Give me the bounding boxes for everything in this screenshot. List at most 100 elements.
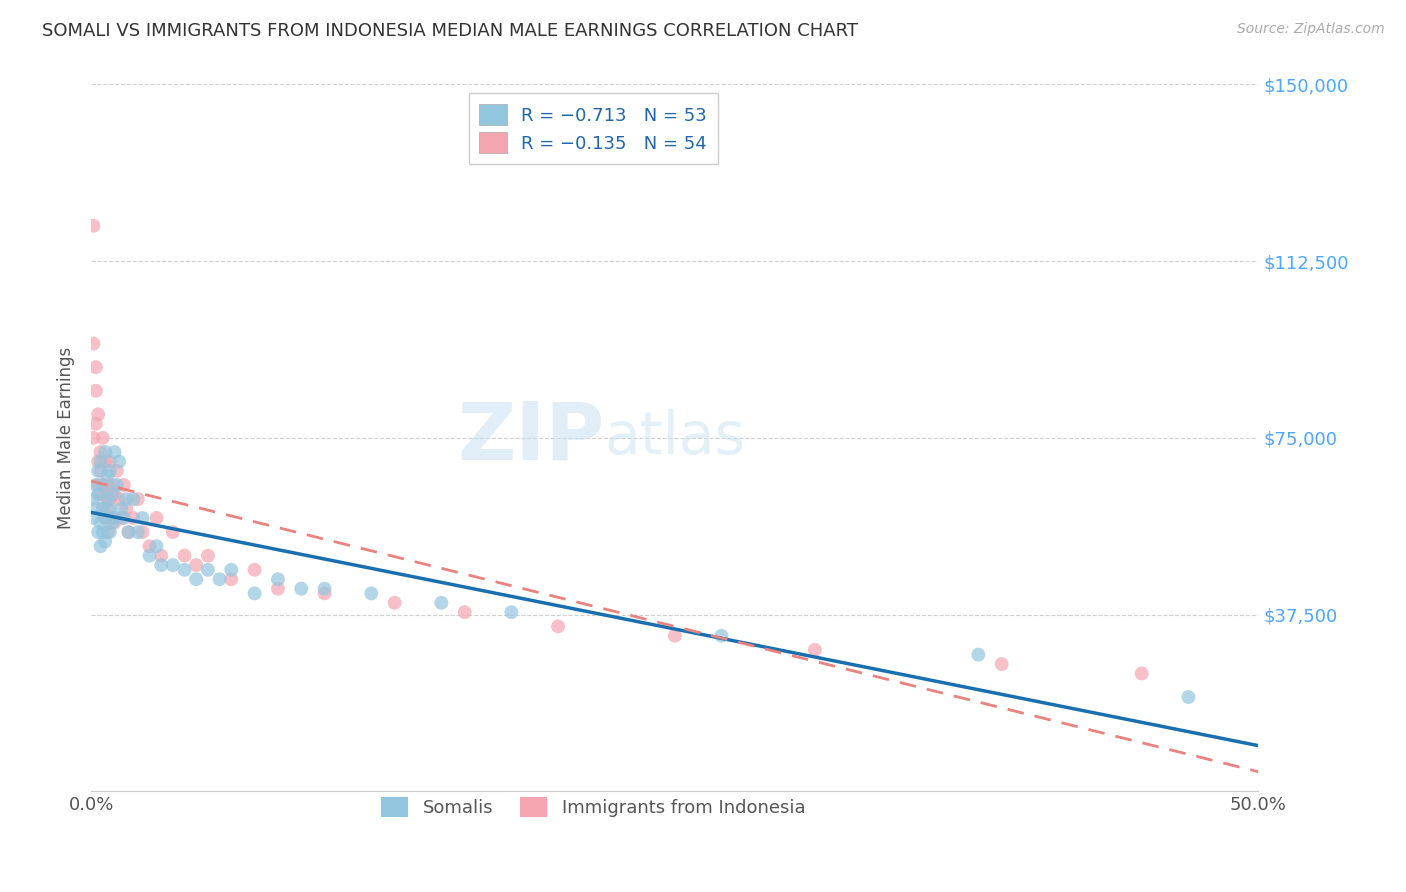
Point xyxy=(98,525,121,540)
Point xyxy=(87,487,110,501)
Point xyxy=(990,657,1012,671)
Point xyxy=(94,454,117,468)
Point xyxy=(138,549,160,563)
Point xyxy=(98,492,121,507)
Point xyxy=(186,558,208,573)
Point xyxy=(197,549,219,563)
Point xyxy=(110,501,132,516)
Point xyxy=(108,492,131,507)
Text: SOMALI VS IMMIGRANTS FROM INDONESIA MEDIAN MALE EARNINGS CORRELATION CHART: SOMALI VS IMMIGRANTS FROM INDONESIA MEDI… xyxy=(42,22,858,40)
Point xyxy=(314,586,336,600)
Point xyxy=(267,572,290,586)
Point xyxy=(804,643,827,657)
Point xyxy=(162,525,184,540)
Point xyxy=(173,549,195,563)
Point xyxy=(84,417,107,431)
Point xyxy=(150,558,173,573)
Text: Source: ZipAtlas.com: Source: ZipAtlas.com xyxy=(1237,22,1385,37)
Point xyxy=(87,478,110,492)
Point xyxy=(91,525,114,540)
Point xyxy=(243,586,266,600)
Point xyxy=(112,511,135,525)
Point xyxy=(87,454,110,468)
Point xyxy=(96,492,118,507)
Point xyxy=(150,549,173,563)
Point xyxy=(197,563,219,577)
Point xyxy=(82,511,104,525)
Point xyxy=(127,525,149,540)
Point xyxy=(89,464,111,478)
Point xyxy=(664,629,686,643)
Point xyxy=(87,407,110,421)
Point xyxy=(186,572,208,586)
Point xyxy=(96,525,118,540)
Y-axis label: Median Male Earnings: Median Male Earnings xyxy=(58,347,75,529)
Point xyxy=(89,454,111,468)
Point xyxy=(117,525,139,540)
Point xyxy=(208,572,231,586)
Point xyxy=(91,431,114,445)
Point xyxy=(98,501,121,516)
Point xyxy=(710,629,733,643)
Point xyxy=(131,511,153,525)
Point xyxy=(101,516,124,530)
Point xyxy=(501,605,523,619)
Point xyxy=(145,511,167,525)
Legend: Somalis, Immigrants from Indonesia: Somalis, Immigrants from Indonesia xyxy=(374,789,813,825)
Point xyxy=(94,445,117,459)
Point xyxy=(314,582,336,596)
Point xyxy=(103,487,125,501)
Point xyxy=(105,478,128,492)
Point xyxy=(547,619,569,633)
Point xyxy=(138,539,160,553)
Point xyxy=(967,648,990,662)
Point xyxy=(219,572,242,586)
Point xyxy=(98,464,121,478)
Point xyxy=(89,487,111,501)
Point xyxy=(94,487,117,501)
Point xyxy=(101,511,124,525)
Point xyxy=(103,445,125,459)
Point xyxy=(96,501,118,516)
Text: atlas: atlas xyxy=(605,409,745,467)
Point xyxy=(84,384,107,398)
Point xyxy=(84,478,107,492)
Point xyxy=(91,478,114,492)
Text: ZIP: ZIP xyxy=(457,399,605,477)
Point xyxy=(84,501,107,516)
Point xyxy=(384,596,406,610)
Point xyxy=(101,478,124,492)
Point xyxy=(101,487,124,501)
Point xyxy=(127,492,149,507)
Point xyxy=(89,445,111,459)
Point xyxy=(122,492,145,507)
Point xyxy=(84,360,107,375)
Point xyxy=(94,534,117,549)
Point xyxy=(430,596,453,610)
Point xyxy=(82,431,104,445)
Point xyxy=(96,478,118,492)
Point xyxy=(131,525,153,540)
Point xyxy=(91,478,114,492)
Point xyxy=(103,516,125,530)
Point xyxy=(219,563,242,577)
Point xyxy=(115,501,138,516)
Point xyxy=(1177,690,1199,704)
Point xyxy=(89,516,111,530)
Point xyxy=(112,478,135,492)
Point xyxy=(173,563,195,577)
Point xyxy=(454,605,477,619)
Point xyxy=(243,563,266,577)
Point xyxy=(82,219,104,233)
Point xyxy=(105,464,128,478)
Point xyxy=(89,539,111,553)
Point xyxy=(162,558,184,573)
Point xyxy=(98,454,121,468)
Point xyxy=(115,492,138,507)
Point xyxy=(1130,666,1153,681)
Point xyxy=(110,511,132,525)
Point xyxy=(94,511,117,525)
Point xyxy=(91,501,114,516)
Point xyxy=(96,468,118,483)
Point xyxy=(82,492,104,507)
